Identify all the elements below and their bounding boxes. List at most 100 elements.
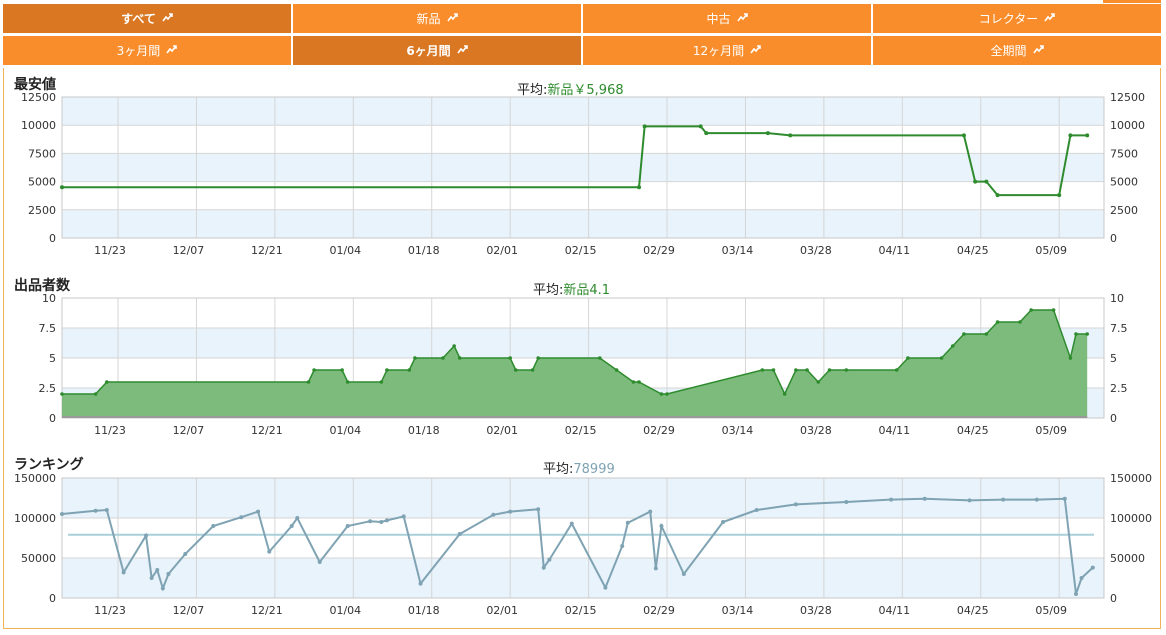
data-point (121, 570, 126, 575)
data-point (239, 515, 244, 520)
y-tick-label-right: 50000 (1110, 552, 1145, 565)
data-point (105, 380, 109, 384)
plot-area (61, 477, 1105, 599)
x-tick-label: 03/14 (722, 604, 754, 617)
data-point (407, 368, 412, 372)
y-tick-label-right: 12500 (1110, 91, 1145, 104)
average-label: 平均:新品￥5,968 (517, 82, 624, 98)
product-condition-tabs: すべて 新品 中古 コレクター (3, 4, 1161, 33)
data-point (295, 516, 300, 520)
y-tick-label-left: 7500 (28, 147, 56, 160)
x-tick-label: 05/09 (1035, 604, 1067, 617)
tab-label: 6ヶ月間 (406, 44, 451, 58)
data-point (513, 368, 518, 372)
data-point (603, 585, 608, 590)
range-tab-2[interactable]: 12ヶ月間 (583, 36, 871, 65)
data-point (306, 380, 311, 384)
average-value: 新品4.1 (563, 282, 610, 298)
trend-arrow-icon (166, 44, 178, 58)
data-point (166, 572, 171, 576)
data-point (844, 500, 849, 504)
y-tick-label-right: 100000 (1110, 512, 1152, 525)
data-point (984, 179, 989, 184)
data-point (631, 380, 636, 384)
grid-band (62, 558, 1104, 598)
data-point (827, 368, 832, 372)
x-tick-label: 02/01 (486, 244, 518, 257)
y-tick-label-right: 7.5 (1110, 322, 1128, 335)
average-label-text: 平均: (543, 462, 573, 477)
condition-tab-1[interactable]: 新品 (293, 4, 581, 33)
trend-arrow-icon (162, 12, 173, 26)
data-point (1057, 193, 1062, 198)
y-tick-label-right: 10 (1110, 292, 1124, 305)
x-tick-label: 01/18 (408, 424, 440, 437)
data-point (1062, 496, 1067, 501)
data-point (1001, 497, 1006, 502)
data-point (805, 368, 809, 372)
chart-title: 最安値 (14, 76, 56, 93)
x-tick-label: 01/04 (329, 424, 361, 437)
range-tab-1[interactable]: 6ヶ月間 (293, 36, 581, 65)
data-point (541, 565, 546, 570)
data-point (385, 368, 389, 372)
data-point (312, 368, 316, 372)
series-area (62, 310, 1088, 418)
trend-arrow-icon (750, 44, 761, 58)
data-point (782, 392, 787, 396)
grid-band (62, 328, 1104, 358)
average-label: 平均:新品4.1 (533, 282, 610, 298)
data-point (939, 356, 944, 360)
data-point (547, 557, 552, 562)
data-point (149, 576, 154, 580)
x-tick-label: 02/01 (486, 424, 518, 437)
data-point (155, 568, 160, 572)
data-point (144, 533, 149, 538)
data-point (922, 496, 927, 501)
data-point (794, 368, 798, 372)
trend-arrow-icon (446, 12, 458, 26)
data-point (889, 497, 894, 502)
data-point (1068, 356, 1073, 360)
series-line (62, 125, 1088, 197)
data-point (401, 514, 406, 519)
data-point (441, 356, 445, 360)
data-point (598, 356, 602, 360)
data-point (961, 133, 966, 138)
data-point (93, 508, 98, 513)
condition-tab-3[interactable]: コレクター (873, 4, 1161, 33)
data-point (1068, 133, 1073, 138)
data-point (659, 392, 664, 396)
data-point (60, 185, 64, 190)
data-point (508, 509, 513, 514)
data-point (659, 524, 664, 528)
x-tick-label: 02/15 (565, 244, 597, 257)
data-point (345, 524, 350, 528)
data-point (1085, 133, 1090, 138)
y-tick-label-left: 100000 (14, 512, 56, 525)
data-point (289, 524, 294, 528)
data-point (681, 572, 686, 576)
y-tick-label-left: 12500 (21, 91, 56, 104)
x-tick-label: 12/21 (251, 244, 283, 257)
chart-panel-0: 最安値 平均:新品￥5,968 0 0 2500 2500 5000 5000 7500 7500… (14, 76, 1145, 257)
y-tick-label-left: 2500 (28, 204, 56, 217)
data-point (844, 368, 849, 372)
x-tick-label: 05/09 (1035, 424, 1067, 437)
data-point (183, 552, 188, 556)
series-line (61, 497, 1094, 595)
plot-area (61, 96, 1105, 239)
grid-band (62, 478, 1104, 518)
condition-tab-0[interactable]: すべて (3, 4, 291, 33)
trend-arrow-icon (1032, 44, 1044, 58)
data-point (1029, 308, 1033, 312)
condition-tab-2[interactable]: 中古 (583, 4, 871, 33)
x-tick-label: 02/15 (565, 424, 597, 437)
data-point (1085, 332, 1089, 336)
range-tab-0[interactable]: 3ヶ月間 (3, 36, 291, 65)
data-point (973, 179, 978, 184)
tab-label: コレクター (978, 12, 1039, 26)
chart-title: 出品者数 (14, 277, 71, 294)
range-tab-3[interactable]: 全期間 (873, 36, 1161, 65)
